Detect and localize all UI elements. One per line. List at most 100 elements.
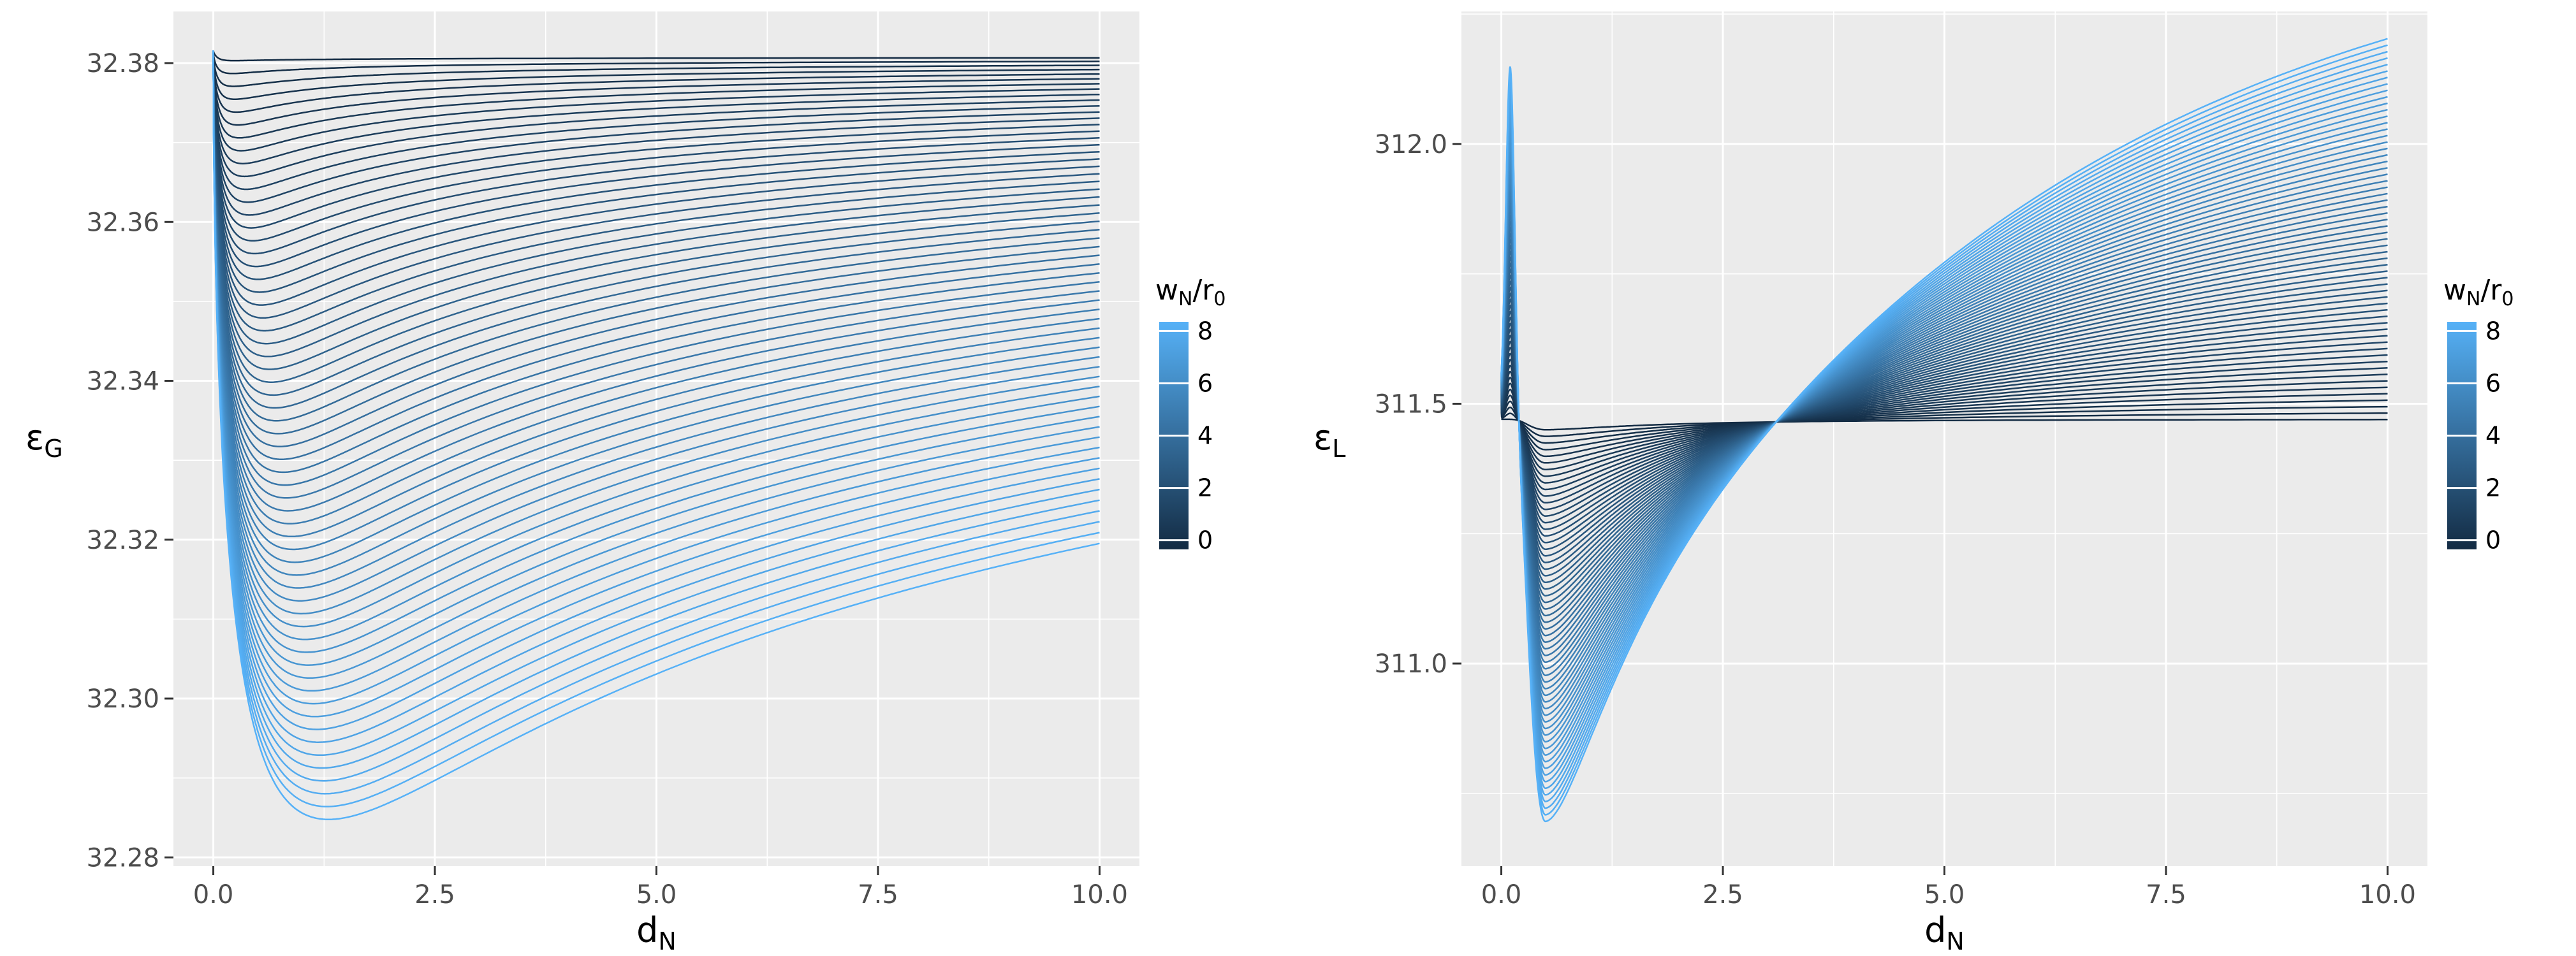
chart-svg: 0.0 2.5 5.0 7.5 10.0 311.0 311.5 312.0 dN εL wN/r0… [1314,11,2514,955]
x-tick-label: 7.5 [2146,880,2186,909]
curve-line [212,50,1100,306]
curve-line [212,50,1100,576]
curve-line [212,50,1100,628]
curve-line [212,50,1100,255]
curve-line [212,50,1100,602]
y-tick-label: 32.32 [86,526,159,555]
y-tick-label: 32.28 [86,843,159,873]
x-tick-label: 10.0 [2359,880,2416,909]
legend-tick-label: 8 [1197,317,1213,345]
curve-line [212,50,1100,512]
curve-line [212,50,1100,666]
curve-line [212,50,1100,75]
x-axis-title: dN [636,910,677,955]
curve-line [212,50,1100,345]
curve-line [212,50,1100,152]
curve-line [212,50,1100,435]
axes: 0.0 2.5 5.0 7.5 10.0 32.28 32.30 32.32 32.34 32.3… [86,49,1128,909]
curve-line [212,50,1100,679]
chart-svg: 0.0 2.5 5.0 7.5 10.0 32.28 32.30 32.32 32.34 32.3… [26,11,1226,955]
curve-line [212,50,1100,191]
curve-line [212,50,1100,229]
legend-tick-label: 8 [2485,317,2501,345]
curve-line [212,50,1100,113]
y-axis-title: εG [26,417,63,463]
x-tick-label: 5.0 [636,880,677,909]
curve-line [212,50,1100,538]
chart-epsilon-l: 0.0 2.5 5.0 7.5 10.0 311.0 311.5 312.0 dN εL wN/r0… [1288,0,2576,956]
y-tick-label: 32.36 [86,208,159,237]
curve-line [212,50,1100,139]
curve-line [212,50,1100,525]
y-axis-title: εL [1314,417,1345,463]
curve-line [212,50,1100,563]
curve-line [212,50,1100,705]
curve-line [212,50,1100,499]
y-tick-label: 32.34 [86,367,159,396]
curve-line [212,50,1100,319]
legend: wN/r0 8 6 4 2 0 [2443,274,2514,554]
legend-title: wN/r0 [1155,274,1226,310]
y-tick-label: 32.30 [86,684,159,714]
curve-line [212,50,1100,409]
curve-line [212,50,1100,460]
curve-line [212,50,1100,383]
curve-line [212,50,1100,126]
axes: 0.0 2.5 5.0 7.5 10.0 311.0 311.5 312.0 [1374,130,2416,909]
curve-line [212,50,1100,164]
curve-line [212,50,1100,447]
x-tick-label: 7.5 [858,880,898,909]
curve-family [1500,38,2388,823]
x-tick-label: 2.5 [1702,880,1743,909]
curve-line [212,50,1100,370]
curve-line [212,50,1100,332]
chart-epsilon-g: 0.0 2.5 5.0 7.5 10.0 32.28 32.30 32.32 32.34 32.3… [26,11,1226,955]
legend-tick-label: 0 [2485,526,2501,554]
y-tick-label: 32.38 [86,49,159,78]
x-axis-title: dN [1924,910,1965,955]
curve-line [212,50,1100,87]
y-tick-label: 311.5 [1374,389,1447,419]
curve-line [212,50,1100,422]
legend-tick-label: 6 [2485,369,2501,397]
grid-major [173,11,1139,866]
curve-line [212,50,1100,358]
legend: wN/r0 8 6 4 2 0 [1155,274,1226,554]
curve-line [212,50,1100,486]
legend-tick-label: 4 [2485,422,2501,450]
curve-line [212,50,1100,692]
curve-line [212,50,1100,396]
curve-line [212,50,1100,589]
curve-family [212,50,1100,820]
x-tick-label: 5.0 [1924,880,1965,909]
curve-line [212,50,1100,641]
legend-tick-label: 6 [1197,369,1213,397]
y-tick-label: 312.0 [1374,130,1447,159]
curve-line [1501,418,2388,431]
legend-tick-label: 2 [1197,474,1213,502]
legend-title: wN/r0 [2443,274,2514,310]
legend-tick-label: 4 [1197,422,1213,450]
curve-line [212,50,1100,474]
curve-line [212,50,1100,293]
curve-line [212,50,1100,242]
curve-line [212,50,1100,203]
x-tick-label: 0.0 [193,880,234,909]
curve-line [212,50,1100,178]
curve-line [212,50,1100,653]
x-tick-label: 2.5 [414,880,455,909]
y-tick-label: 311.0 [1374,649,1447,679]
curve-line [212,50,1100,100]
x-tick-label: 10.0 [1071,880,1128,909]
curve-line [212,50,1100,216]
curve-line [1500,38,2388,823]
curve-line [212,50,1100,820]
curve-line [212,50,1100,551]
curve-line [212,50,1100,280]
x-tick-label: 0.0 [1481,880,1522,909]
curve-line [212,50,1100,62]
legend-tick-label: 0 [1197,526,1213,554]
curve-line [212,50,1100,268]
legend-tick-label: 2 [2485,474,2501,502]
